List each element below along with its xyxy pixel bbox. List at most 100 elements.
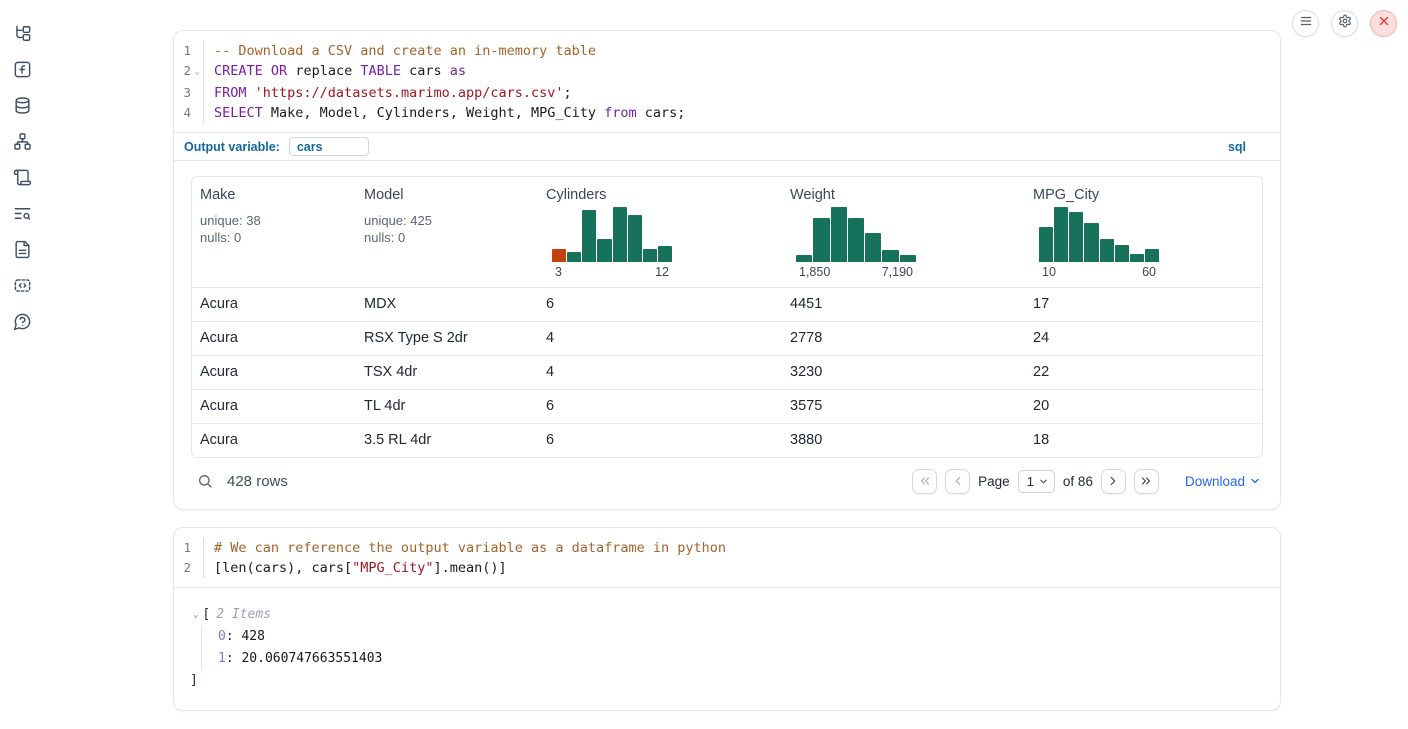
download-button[interactable]: Download [1185,474,1261,489]
histogram-bar[interactable] [582,210,597,262]
python-code-editor[interactable]: 1 # We can reference the output variable … [174,528,1280,587]
column-header-model[interactable]: Model unique: 425 nulls: 0 [356,177,538,287]
code-line[interactable]: 1 -- Download a CSV and create an in-memo… [174,41,1280,61]
histogram-bar[interactable] [813,218,830,262]
hamburger-icon [1299,14,1313,33]
close-bracket: ] [190,673,198,688]
column-header-mpg_city[interactable]: MPG_City 10 60 [1025,177,1262,287]
item-key: 1 [218,651,226,666]
logs-icon[interactable] [13,204,32,223]
histogram-bar[interactable] [1129,253,1144,262]
column-header-make[interactable]: Make unique: 38 nulls: 0 [192,177,356,287]
settings-button[interactable] [1331,10,1358,37]
table-row[interactable]: Acura RSX Type S 2dr 4 2778 24 [192,322,1262,356]
table-cell: 3230 [790,364,823,380]
next-page-button[interactable] [1100,468,1126,494]
line-number: 2 [183,560,191,575]
table-header: Make unique: 38 nulls: 0 Model unique: 425 nu… [192,177,1262,288]
tree-root[interactable]: ⌄ [ 2 Items [174,604,1280,626]
column-histogram[interactable] [1039,207,1159,262]
column-header-cylinders[interactable]: Cylinders 3 12 [538,177,782,287]
table-cell: Acura [200,432,238,448]
table-cell: 17 [1033,296,1050,312]
sql-output-area: Make unique: 38 nulls: 0 Model unique: 425 nu… [174,160,1280,509]
table-row[interactable]: Acura TSX 4dr 4 3230 22 [192,356,1262,390]
chevron-down-icon [1040,479,1047,483]
histogram-bar[interactable] [1114,244,1129,262]
histogram-bar[interactable] [567,252,582,262]
close-button[interactable] [1370,10,1397,37]
search-icon[interactable] [197,473,213,489]
menu-button[interactable] [1292,10,1319,37]
histogram-bar[interactable] [796,254,813,262]
fold-indicator-icon[interactable]: ⌄ [194,67,200,77]
table-footer: 428 rows Page 1 of 86 [191,466,1263,496]
table-cell: 20 [1033,398,1050,414]
sql-code-editor[interactable]: 1 -- Download a CSV and create an in-memo… [174,31,1280,132]
page-select[interactable]: 1 [1017,469,1055,493]
column-title: MPG_City [1033,187,1100,203]
histogram-bar[interactable] [865,232,882,262]
prev-page-button[interactable] [945,468,971,494]
download-label: Download [1184,473,1245,489]
page-label: Page [978,473,1010,489]
page-total: of 86 [1062,473,1093,489]
line-number: 4 [183,105,191,120]
histogram-bar[interactable] [612,207,627,262]
last-page-button[interactable] [1133,468,1159,494]
table-cell: 6 [546,432,555,448]
column-histogram[interactable] [552,207,672,262]
histogram-bar[interactable] [642,248,657,262]
histogram-bar[interactable] [597,239,612,262]
code-line[interactable]: 2 [len(cars), cars["MPG_City"].mean()] [174,558,1280,578]
histogram-bar[interactable] [882,250,899,262]
scripts-icon[interactable] [13,168,32,187]
code-line[interactable]: 4 SELECT Make, Model, Cylinders, Weight, … [174,103,1280,123]
file-tree-icon[interactable] [13,24,32,43]
first-page-button[interactable] [912,468,938,494]
table-body: Acura MDX 6 4451 17 Acura RSX Type S 2dr 4 2778 2… [192,288,1262,457]
pagination: Page 1 of 86 Download [912,468,1261,494]
histogram-bar[interactable] [830,207,847,262]
histogram-bar[interactable] [1144,249,1159,262]
histogram-bar[interactable] [657,245,672,262]
column-header-weight[interactable]: Weight 1,850 7,190 [782,177,1025,287]
line-number: 1 [183,540,191,555]
table-cell: 3880 [790,432,823,448]
help-icon[interactable] [13,312,32,331]
table-cell: 6 [546,398,555,414]
table-cell: Acura [200,330,238,346]
documentation-icon[interactable] [13,240,32,259]
histogram-bar[interactable] [847,218,865,262]
table-cell: 24 [1033,330,1050,346]
histogram-bar[interactable] [1099,238,1114,262]
histogram-bar[interactable] [899,254,916,262]
data-table: Make unique: 38 nulls: 0 Model unique: 425 nu… [191,176,1263,458]
outputs-icon[interactable] [13,276,32,295]
histogram-bar[interactable] [627,214,642,262]
chevron-down-icon[interactable]: ⌄ [193,610,199,620]
chevron-down-icon [1251,478,1259,484]
function-icon[interactable] [13,60,32,79]
histogram-bar[interactable] [1039,226,1054,262]
histogram-bar[interactable] [1069,211,1084,262]
item-key: 0 [218,629,226,644]
table-row[interactable]: Acura TL 4dr 6 3575 20 [192,390,1262,424]
code-line[interactable]: 2 ⌄ CREATE OR replace TABLE cars as [174,61,1280,83]
output-variable-row: Output variable: sql [174,132,1280,160]
code-line[interactable]: 3 FROM 'https://datasets.marimo.app/cars.… [174,83,1280,103]
column-histogram[interactable] [796,207,916,262]
histogram-bar[interactable] [1054,207,1069,262]
table-row[interactable]: Acura MDX 6 4451 17 [192,288,1262,322]
histogram-bar[interactable] [1084,222,1099,262]
sql-cell: 1 -- Download a CSV and create an in-memo… [173,30,1281,510]
table-cell: 2778 [790,330,823,346]
datasources-icon[interactable] [13,96,32,115]
dependency-graph-icon[interactable] [13,132,32,151]
histogram-bar[interactable] [552,249,567,262]
output-variable-input[interactable] [288,137,369,156]
table-cell: MDX [364,296,397,312]
code-line[interactable]: 1 # We can reference the output variable … [174,538,1280,558]
table-cell: RSX Type S 2dr [364,330,468,346]
table-row[interactable]: Acura 3.5 RL 4dr 6 3880 18 [192,424,1262,457]
